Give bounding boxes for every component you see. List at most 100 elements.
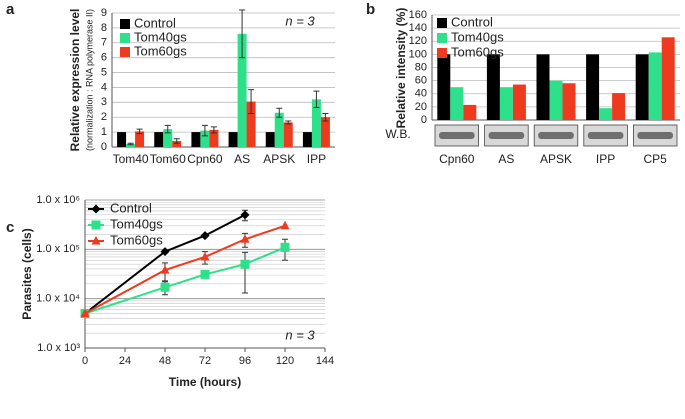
error-bar	[164, 124, 171, 134]
y-tick-label: 1.0 x 10³	[37, 342, 80, 354]
bar	[274, 112, 284, 147]
blot-band	[538, 132, 574, 139]
bar	[311, 99, 321, 147]
x-tick-label: Tom40	[113, 152, 149, 166]
y-tick-label: 7	[101, 37, 107, 49]
data-point	[240, 210, 250, 220]
y-tick-label: 60	[415, 75, 427, 87]
y-tick-label: 1.0 x 10⁶	[36, 194, 80, 206]
y-tick-label: 40	[415, 88, 427, 100]
y-tick-label: 20	[415, 101, 427, 113]
y-tick-label: 0	[101, 141, 107, 153]
bar	[549, 80, 563, 120]
data-point	[280, 220, 290, 230]
y-tick-label: 120	[409, 35, 427, 47]
y-tick-label: 9	[101, 7, 107, 19]
bar	[586, 54, 600, 120]
bar	[486, 54, 500, 120]
bar	[154, 132, 164, 147]
data-point	[160, 282, 170, 292]
legend-label: Control	[451, 14, 493, 29]
bar	[302, 132, 312, 147]
x-tick-label: 120	[276, 355, 294, 367]
bar	[237, 33, 247, 147]
x-tick-label: 24	[119, 355, 131, 367]
bar	[228, 132, 238, 147]
legend-label: Tom40gs	[134, 29, 187, 44]
legend-label: Control	[110, 200, 152, 215]
bar	[599, 108, 613, 120]
blot-band	[637, 132, 673, 139]
bar	[450, 87, 464, 120]
bar	[648, 52, 662, 120]
blot-label: W.B.	[385, 127, 410, 141]
x-tick-label: 96	[239, 355, 251, 367]
legend-swatch	[120, 47, 130, 57]
bar	[163, 129, 173, 147]
y-tick-label: 5	[101, 66, 107, 78]
error-bar	[322, 113, 329, 122]
data-point	[200, 269, 210, 279]
bar	[172, 141, 182, 147]
bar	[612, 93, 626, 120]
legend-swatch	[437, 33, 447, 43]
error-bar	[242, 251, 248, 294]
x-tick-label: IPP	[596, 152, 615, 166]
bar	[200, 130, 210, 147]
y-tick-label: 160	[409, 9, 427, 21]
legend-marker	[91, 204, 101, 214]
data-point	[280, 242, 290, 252]
legend-swatch	[120, 33, 130, 43]
error-bar	[285, 120, 292, 125]
bar	[536, 54, 550, 120]
x-tick-label: AS	[234, 152, 250, 166]
data-point	[240, 259, 250, 269]
y-tick-label: 1.0 x 10⁵	[36, 243, 80, 255]
panel-label: a	[6, 1, 15, 18]
x-tick-label: 144	[316, 355, 334, 367]
bar	[117, 132, 127, 147]
y-tick-label: 1	[101, 126, 107, 138]
x-tick-label: 72	[199, 355, 211, 367]
y-axis-label: Relative expression level	[68, 9, 82, 152]
x-axis-label: Time (hours)	[169, 375, 241, 389]
legend-label: Tom60gs	[451, 44, 504, 59]
annotation: n = 3	[285, 327, 315, 342]
y-tick-label: 140	[409, 22, 427, 34]
blot-band	[488, 132, 525, 139]
annotation: n = 3	[285, 13, 315, 28]
data-point	[80, 308, 90, 318]
bar	[437, 54, 451, 120]
legend-marker	[91, 236, 101, 245]
error-bar	[173, 138, 180, 144]
y-tick-label: 80	[415, 61, 427, 73]
legend-swatch	[120, 19, 130, 29]
bar	[135, 131, 145, 147]
legend-marker	[91, 220, 101, 230]
legend-label: Tom60gs	[134, 43, 187, 58]
error-bar	[201, 124, 208, 137]
bar	[265, 132, 275, 147]
panel-label: b	[366, 1, 375, 18]
x-tick-label: APSK	[263, 152, 295, 166]
bar	[512, 84, 526, 120]
legend-swatch	[437, 18, 447, 28]
x-tick-label: IPP	[307, 152, 326, 166]
legend-label: Tom60gs	[110, 232, 163, 247]
error-bar	[276, 107, 283, 118]
x-tick-label: Cpn60	[439, 152, 475, 166]
error-bar	[210, 126, 217, 134]
legend-label: Tom40gs	[110, 216, 163, 231]
bar	[562, 83, 576, 120]
series-line	[84, 213, 246, 315]
data-point	[240, 234, 250, 243]
bar	[283, 122, 293, 147]
y-tick-label: 0	[421, 114, 427, 126]
legend-swatch	[437, 48, 447, 58]
y-axis-label: Relative intensity (%)	[394, 8, 408, 129]
bar	[209, 129, 219, 147]
bar	[320, 117, 330, 147]
error-bar	[313, 90, 320, 109]
bar	[246, 101, 256, 147]
